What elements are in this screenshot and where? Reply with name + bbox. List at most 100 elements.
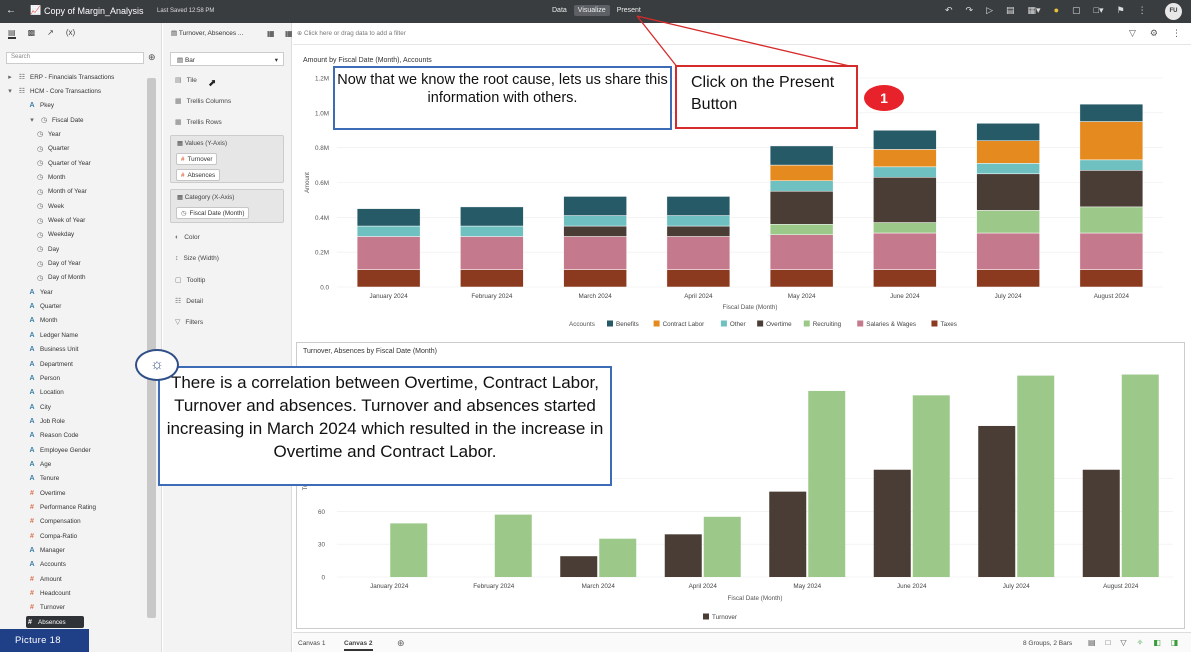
bar-segment-salaries-wages[interactable] (976, 232, 1040, 270)
bar-segment-benefits[interactable] (976, 123, 1040, 141)
data-element-item[interactable]: A Business Unit (28, 344, 78, 356)
data-element-item[interactable]: A Quarter (28, 301, 61, 313)
data-element-item[interactable]: ◷ Day (36, 243, 59, 255)
filter-drop-zone[interactable]: ⊕ Click here or drag data to add a filte… (297, 30, 406, 37)
size-slot[interactable]: ↕ Size (Width) (175, 255, 219, 262)
bar-segment-recruiting[interactable] (873, 222, 937, 234)
bar-absences[interactable] (1121, 374, 1159, 577)
category-x-axis-well[interactable]: ▦ Category (X-Axis) ◷ Fiscal Date (Month) (170, 189, 284, 223)
redo-icon[interactable]: ↷ (965, 5, 974, 15)
data-element-item[interactable]: A Pkey (28, 100, 54, 112)
data-element-item[interactable]: # Performance Rating (28, 502, 96, 514)
bar-segment-benefits[interactable] (769, 145, 834, 166)
bar-absences[interactable] (912, 395, 950, 577)
data-element-item[interactable]: ▾ ◷ Fiscal Date (28, 114, 83, 126)
bar-segment-contract-labor[interactable] (976, 140, 1040, 164)
color-slot[interactable]: ◐ Color (175, 234, 200, 241)
data-element-item[interactable]: A Month (28, 315, 57, 327)
tile-slot[interactable]: ▤ Tile (175, 76, 197, 85)
tooltip-slot[interactable]: ▢ Tooltip (175, 276, 205, 285)
data-element-item[interactable]: A Ledger Name (28, 329, 78, 341)
bar-segment-contract-labor[interactable] (769, 164, 834, 182)
bar-turnover[interactable] (769, 491, 807, 577)
layout-icon[interactable]: □ (1105, 638, 1111, 647)
undo-icon[interactable]: ↶ (945, 5, 953, 15)
legend-entry[interactable]: Taxes (940, 321, 956, 328)
bar-absences[interactable] (494, 514, 532, 577)
bar-segment-overtime[interactable] (769, 190, 834, 225)
turnover-pill[interactable]: # Turnover (176, 153, 218, 165)
workbook-title[interactable]: Copy of Margin_Analysis (44, 6, 144, 16)
data-element-item[interactable]: ◷ Day of Year (36, 258, 81, 270)
bar-absences[interactable] (599, 538, 637, 577)
filters-slot[interactable]: ▽ Filters (175, 318, 203, 327)
bar-absences[interactable] (390, 523, 428, 577)
insights-bulb-icon[interactable]: ● (1053, 5, 1059, 15)
bar-segment-salaries-wages[interactable] (1079, 232, 1144, 270)
canvas-settings-icon[interactable]: ⚙ (1149, 28, 1158, 38)
bar-segment-taxes[interactable] (873, 269, 937, 288)
bar-segment-taxes[interactable] (769, 269, 834, 288)
bar-turnover[interactable] (664, 534, 702, 577)
data-element-item[interactable]: ◷ Quarter (36, 143, 69, 155)
data-panel-scrollbar[interactable] (147, 78, 156, 618)
bar-segment-other[interactable] (873, 166, 937, 178)
bar-segment-taxes[interactable] (563, 269, 627, 288)
add-canvas-icon[interactable]: ⊕ (397, 638, 405, 648)
bar-segment-taxes[interactable] (666, 269, 731, 288)
data-element-item[interactable]: A Manager (28, 545, 64, 557)
bar-segment-taxes[interactable] (356, 269, 421, 288)
data-element-item[interactable]: A Tenure (28, 473, 59, 485)
data-element-item[interactable]: ◷ Week of Year (36, 215, 85, 227)
bar-absences[interactable] (1017, 375, 1055, 577)
bar-segment-benefits[interactable] (1079, 103, 1144, 122)
legend-entry[interactable]: Other (730, 321, 746, 328)
data-tab-icon[interactable]: ▤ (8, 28, 16, 39)
bar-segment-benefits[interactable] (563, 196, 627, 216)
grammar-header-title[interactable]: Turnover, Absences ... (178, 30, 244, 37)
bar-segment-other[interactable] (976, 163, 1040, 175)
bar-segment-contract-labor[interactable] (1079, 121, 1144, 161)
bar-turnover[interactable] (560, 556, 598, 577)
bar-segment-other[interactable] (356, 225, 421, 237)
bar-segment-benefits[interactable] (873, 130, 937, 150)
bookmark-icon[interactable]: ⚑ (1116, 5, 1125, 15)
panel-right-icon[interactable]: ◨ (1170, 638, 1179, 647)
data-element-item[interactable]: ◷ Month of Year (36, 186, 87, 198)
user-avatar[interactable]: FU (1165, 3, 1182, 20)
bar-segment-other[interactable] (1079, 159, 1144, 171)
bar-segment-taxes[interactable] (976, 269, 1040, 288)
bar-segment-salaries-wages[interactable] (356, 236, 421, 270)
bar-segment-other[interactable] (563, 215, 627, 227)
bar-segment-recruiting[interactable] (769, 224, 834, 236)
tab-canvas-1[interactable]: Canvas 1 (298, 640, 326, 647)
data-element-item[interactable]: ◷ Day of Month (36, 272, 86, 284)
back-arrow-icon[interactable]: ← (6, 5, 16, 16)
panel-left-icon[interactable]: ◧ (1153, 638, 1161, 647)
legend-entry[interactable]: Turnover (712, 614, 737, 621)
bar-segment-recruiting[interactable] (1079, 206, 1144, 234)
data-element-item[interactable]: A Location (28, 387, 63, 399)
bar-segment-overtime[interactable] (976, 173, 1040, 211)
bar-turnover[interactable] (978, 425, 1016, 577)
data-element-item[interactable]: A Job Role (28, 415, 64, 427)
tab-canvas-2[interactable]: Canvas 2 (344, 640, 373, 651)
search-input[interactable]: Search (6, 52, 144, 64)
bar-segment-taxes[interactable] (460, 269, 524, 288)
data-element-item[interactable]: # Compensation (28, 516, 81, 528)
bar-segment-benefits[interactable] (356, 208, 421, 227)
bar-segment-other[interactable] (460, 225, 524, 237)
data-element-item[interactable]: # Amount (28, 573, 62, 585)
data-element-item[interactable]: A Age (28, 458, 51, 470)
data-element-item[interactable]: A Accounts (28, 559, 65, 571)
play-icon[interactable]: ▷ (986, 5, 994, 15)
properties-icon[interactable]: ▦ (267, 29, 275, 38)
chevron-down-icon[interactable]: ▾ (30, 117, 34, 125)
bar-segment-benefits[interactable] (460, 206, 524, 227)
bar-segment-recruiting[interactable] (976, 210, 1040, 234)
bar-segment-salaries-wages[interactable] (460, 236, 524, 270)
chevron-down-icon[interactable]: ▾ (8, 88, 12, 96)
data-element-item[interactable]: ◷ Year (36, 128, 61, 140)
auto-apply-filter-icon[interactable]: ▽ (1129, 28, 1136, 38)
